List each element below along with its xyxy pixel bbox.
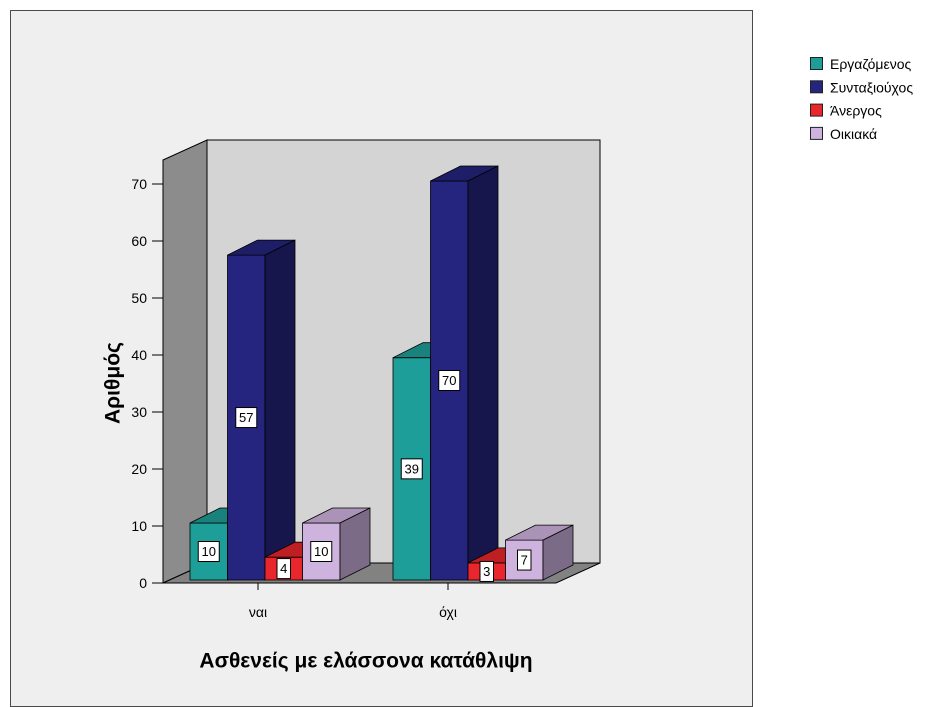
y-tick-label: 30	[131, 404, 147, 420]
data-label-text: 10	[314, 544, 328, 559]
bar-side-face	[339, 507, 371, 581]
legend-label: Οικιακά	[830, 126, 877, 142]
y-tick-label: 20	[131, 461, 147, 477]
y-tick-label: 70	[131, 176, 147, 192]
y-tick-label: 40	[131, 347, 147, 363]
x-axis-title: Ασθενείς με ελάσσονα κατάθλιψη	[199, 650, 532, 673]
legend-item: Άνεργος	[810, 103, 882, 119]
bar-side-face	[542, 524, 574, 581]
data-label-text: 4	[280, 561, 287, 576]
bar-side-face	[264, 239, 296, 581]
data-label-box	[197, 541, 220, 562]
data-label-box	[276, 558, 291, 580]
y-axis: 0 10 20 30 40 50 60 70	[131, 176, 163, 591]
data-label-box	[310, 541, 333, 562]
data-label: 70	[438, 370, 461, 391]
y-tick-label: 10	[131, 518, 147, 534]
data-label: 57	[235, 407, 258, 429]
data-label-text: 70	[442, 373, 456, 388]
legend-label: Άνεργος	[830, 103, 882, 119]
data-label-box	[479, 560, 494, 582]
side-wall	[162, 139, 208, 584]
y-axis-title: Αριθμός	[102, 342, 125, 424]
data-label-box	[517, 549, 532, 571]
legend-label: Εργαζόμενος	[830, 56, 912, 72]
data-label-text: 7	[521, 553, 528, 568]
data-label-text: 3	[483, 564, 490, 579]
bar-side-face	[467, 165, 499, 581]
data-label: 7	[517, 549, 532, 571]
data-labels: 10 57 4 10 39 70 3 7	[197, 370, 532, 582]
x-tick-label: όχι	[439, 604, 457, 620]
data-label-text: 10	[202, 544, 216, 559]
y-tick-label: 60	[131, 233, 147, 249]
data-label: 10	[310, 541, 333, 562]
x-tick-label: ναι	[249, 604, 267, 620]
data-label: 39	[400, 458, 423, 480]
legend-swatch	[810, 103, 823, 117]
data-label-box	[438, 370, 461, 391]
data-label: 10	[197, 541, 220, 562]
legend-swatch	[810, 57, 823, 70]
data-label-box	[235, 407, 258, 429]
y-tick-label: 0	[139, 575, 147, 591]
legend: Εργαζόμενος Συνταξιούχος Άνεργος Οικιακά	[810, 56, 913, 142]
legend-swatch	[810, 126, 823, 140]
data-label: 3	[479, 560, 494, 582]
legend-item: Εργαζόμενος	[810, 56, 912, 72]
legend-item: Συνταξιούχος	[810, 79, 913, 95]
legend-swatch	[810, 80, 823, 94]
y-tick-label: 50	[131, 290, 147, 306]
legend-label: Συνταξιούχος	[830, 79, 913, 95]
legend-item: Οικιακά	[810, 126, 877, 142]
x-axis: ναι όχι	[249, 583, 457, 620]
data-label-text: 57	[239, 410, 253, 425]
bars	[189, 165, 574, 581]
data-label: 4	[276, 558, 291, 580]
data-label-text: 39	[405, 461, 419, 476]
data-label-box	[400, 458, 423, 480]
